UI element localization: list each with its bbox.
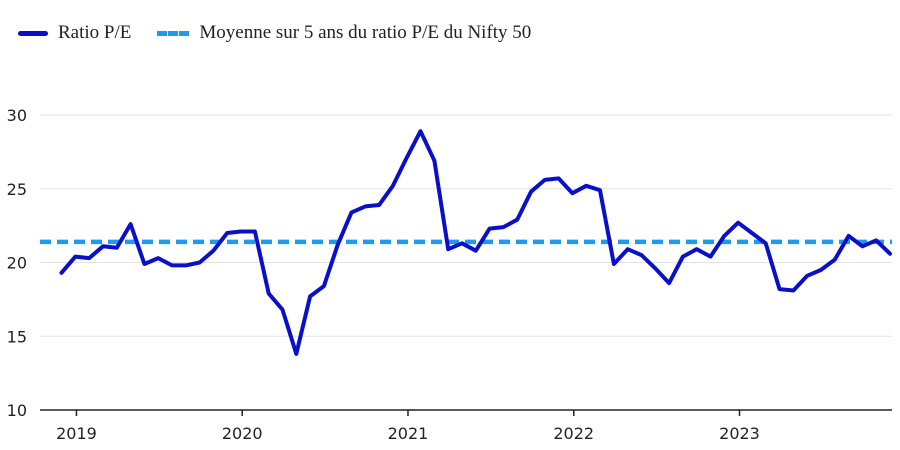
y-tick-label-15: 15 — [7, 327, 27, 346]
y-tick-label-30: 30 — [7, 106, 27, 125]
legend-item-pe: Ratio P/E — [18, 22, 131, 44]
x-tick-label-2022: 2022 — [553, 424, 594, 443]
legend-swatch-pe — [18, 30, 48, 36]
x-tick-label-2023: 2023 — [719, 424, 760, 443]
legend-item-average: Moyenne sur 5 ans du ratio P/E du Nifty … — [157, 22, 531, 44]
legend: Ratio P/E Moyenne sur 5 ans du ratio P/E… — [18, 22, 557, 44]
legend-label-average: Moyenne sur 5 ans du ratio P/E du Nifty … — [199, 22, 532, 43]
legend-label-pe: Ratio P/E — [58, 22, 132, 43]
x-tick-label-2020: 2020 — [222, 424, 263, 443]
pe-ratio-line — [59, 129, 892, 356]
y-tick-label-20: 20 — [7, 254, 27, 273]
y-tick-label-10: 10 — [7, 401, 27, 420]
x-tick-label-2019: 2019 — [56, 424, 97, 443]
legend-swatch-average — [157, 30, 190, 36]
y-tick-label-25: 25 — [7, 180, 27, 199]
x-tick-label-2021: 2021 — [388, 424, 429, 443]
